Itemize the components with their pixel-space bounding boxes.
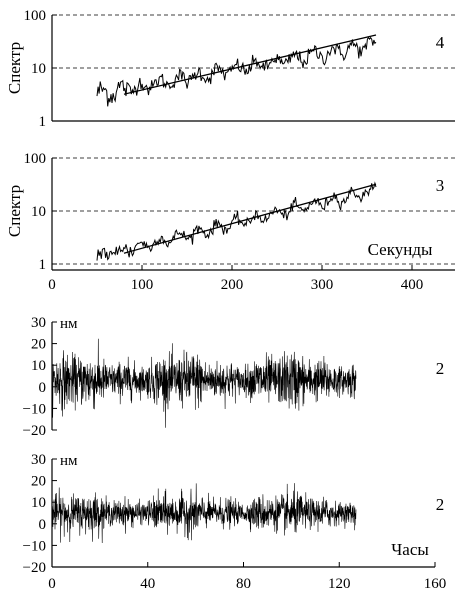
series-line-noise <box>51 483 357 544</box>
y-tick-label: 1 <box>39 257 47 273</box>
y-tick-label: 10 <box>31 358 46 374</box>
y-axis-label: Спектр <box>5 42 24 94</box>
x-tick-label: 160 <box>424 576 447 592</box>
unit-label: нм <box>60 316 78 332</box>
unit-label: нм <box>60 453 78 469</box>
y-tick-label: 10 <box>31 495 46 511</box>
panel-spectrum-4: 100 10 1 Спектр 4 <box>5 8 455 130</box>
y-tick-label: −20 <box>23 560 46 576</box>
panel-spectrum-3: 100 10 1 Спектр 3 Секунды 0 100 200 300 400 <box>5 151 455 293</box>
y-tick-label: 30 <box>31 452 46 468</box>
y-tick-label: −20 <box>23 423 46 439</box>
y-tick-label: 0 <box>39 517 47 533</box>
y-ticks: 30 20 10 0 −10 −20 <box>23 315 57 439</box>
x-ticks: 0 40 80 120 160 <box>48 562 446 592</box>
y-tick-label: 30 <box>31 315 46 331</box>
y-tick-label: 20 <box>31 337 46 353</box>
x-tick-label: 0 <box>48 576 56 592</box>
y-tick-label: 10 <box>31 61 46 77</box>
y-tick-label: 100 <box>24 151 47 167</box>
y-ticks: 30 20 10 0 −10 −20 <box>23 452 57 576</box>
x-tick-label: 300 <box>311 277 334 293</box>
panel-timeseries-lower: 30 20 10 0 −10 −20 0 40 80 120 160 нм 2 Часы <box>23 452 447 592</box>
y-tick-label: 20 <box>31 474 46 490</box>
x-tick-label: 120 <box>328 576 351 592</box>
y-tick-label: −10 <box>23 538 46 554</box>
panel-label: 2 <box>436 359 445 378</box>
panel-label: 3 <box>436 176 445 195</box>
x-tick-label: 0 <box>48 277 56 293</box>
x-tick-label: 80 <box>236 576 251 592</box>
y-tick-label: −10 <box>23 401 46 417</box>
y-tick-label: 100 <box>24 8 47 24</box>
panel-label: 4 <box>436 33 445 52</box>
x-tick-label: 200 <box>221 277 244 293</box>
series-line-noise <box>51 338 357 428</box>
series-line-fit <box>123 183 377 254</box>
x-tick-label: 40 <box>140 576 155 592</box>
x-axis-label: Часы <box>391 540 429 559</box>
y-axis-label: Спектр <box>5 185 24 237</box>
panel-timeseries-upper: 30 20 10 0 −10 −20 нм 2 <box>23 315 445 439</box>
y-tick-label: 0 <box>39 380 47 396</box>
panel-label: 2 <box>436 495 445 514</box>
x-ticks: 0 100 200 300 400 <box>48 265 423 293</box>
x-tick-label: 100 <box>131 277 154 293</box>
series-line-noisy <box>96 181 377 261</box>
x-axis-label: Секунды <box>368 240 433 259</box>
series-line-fit <box>123 34 377 95</box>
x-tick-label: 400 <box>401 277 424 293</box>
y-tick-label: 10 <box>31 204 46 220</box>
y-tick-label: 1 <box>39 114 47 130</box>
